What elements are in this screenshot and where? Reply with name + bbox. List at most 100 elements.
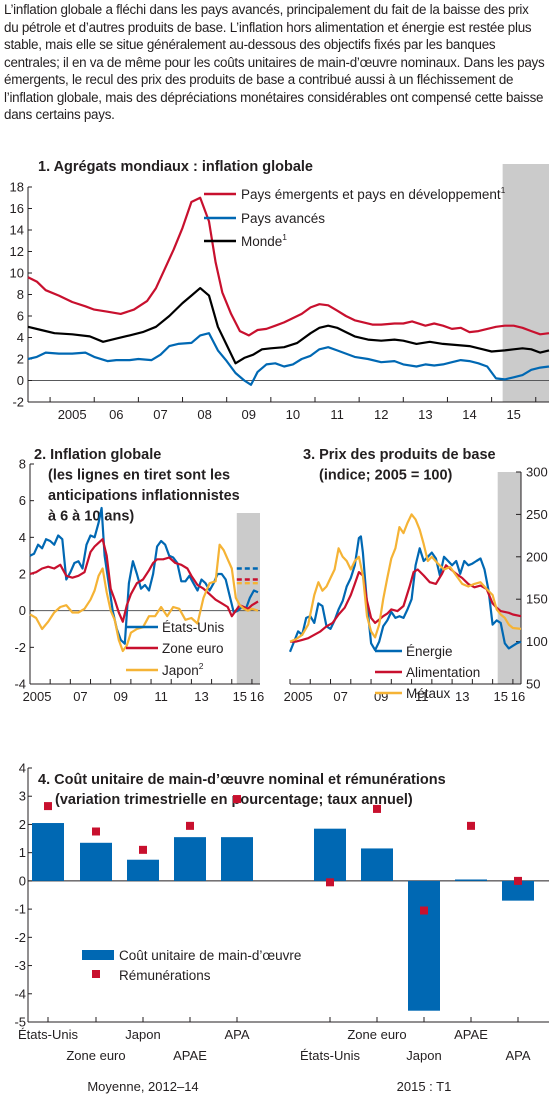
panel4-category-label: États-Unis <box>300 1048 360 1063</box>
panel4-category-label: États-Unis <box>18 1027 78 1042</box>
panel1-x-tick-label: 10 <box>286 407 300 422</box>
panel4-category-label: Zone euro <box>66 1048 125 1063</box>
panel4-legend-swatch-marker <box>92 970 100 978</box>
panel2-y-tick-label: -4 <box>14 677 26 692</box>
panel1-x-tick-label: 12 <box>374 407 388 422</box>
panel4-y-tick-label: 0 <box>19 873 26 888</box>
panel4-legend-label: Coût unitaire de main-d’œuvre <box>119 948 301 963</box>
panel2-x-tick-label: 09 <box>114 689 128 704</box>
panel3-y-tick-label: 150 <box>526 592 548 607</box>
panel1-y-tick-label: 10 <box>10 266 24 281</box>
panel3-series-orange <box>289 513 522 643</box>
intro-paragraph: L’inflation globale a fléchi dans les pa… <box>4 2 545 122</box>
panel4-bar <box>127 859 159 881</box>
panel2-legend-label-footnote: 2 <box>199 661 204 671</box>
panel3-legend-label: Énergie <box>406 644 453 659</box>
panel4-marker <box>326 878 334 887</box>
panel1-y-tick-label: 16 <box>10 201 24 216</box>
panel1-y-tick-label: 0 <box>17 373 24 388</box>
panel4-y-tick-label: 2 <box>19 817 26 832</box>
panel1-x-tick-label: 06 <box>109 407 123 422</box>
panel2-y-tick-label: 6 <box>19 493 26 508</box>
panel4-y-tick-label: -5 <box>14 1015 26 1030</box>
panel3-series-blue <box>288 535 522 653</box>
panel2-series-red <box>29 538 259 623</box>
panel2-x-tick-label: 16 <box>250 689 264 704</box>
panel2-legend-label: États-Unis <box>162 620 225 635</box>
panel4-marker <box>373 804 381 813</box>
panel4-y-tick-label: -1 <box>14 902 26 917</box>
panel4-marker <box>186 821 194 830</box>
panel4-bar <box>408 880 440 1011</box>
panel3-y-tick-label: 100 <box>526 634 548 649</box>
panel1-legend-label-footnote: 1 <box>282 232 287 242</box>
panel4-marker <box>44 802 52 811</box>
panel2-title-line: 2. Inflation globale <box>34 447 161 463</box>
panel4-bar <box>32 823 64 881</box>
panel4-category-label: APA <box>505 1048 530 1063</box>
panel1-y-tick-label: 2 <box>17 352 24 367</box>
panel1-x-tick-label: 2005 <box>58 407 87 422</box>
panel4-marker <box>467 821 475 830</box>
panel1-x-tick-label: 15 <box>506 407 520 422</box>
panel1-y-tick-label: 14 <box>10 223 24 238</box>
panel2-x-tick-label: 2005 <box>23 689 52 704</box>
panel4-legend-label: Rémunérations <box>119 968 211 983</box>
panel1-x-tick-label: 07 <box>153 407 167 422</box>
panel3-x-tick-label: 2005 <box>284 689 313 704</box>
panel4-category-label: APAE <box>173 1048 207 1063</box>
panel2-x-tick-label: 11 <box>154 689 168 704</box>
panel2-y-tick-label: 0 <box>19 603 26 618</box>
panel3-y-tick-label: 50 <box>526 677 540 692</box>
panel2-y-tick-label: -2 <box>14 640 26 655</box>
panel4-category-label: Japon <box>406 1048 441 1063</box>
panel4-marker <box>233 795 241 804</box>
panel4-category-label: APA <box>224 1027 249 1042</box>
panel2-x-tick-label: 13 <box>194 689 208 704</box>
panel3-y-tick-label: 250 <box>526 507 548 522</box>
panel2-title-line: anticipations inflationnistes <box>48 488 240 504</box>
panel3-x-tick-label: 13 <box>455 689 469 704</box>
panel4-title-line: 4. Coût unitaire de main-d’œuvre nominal… <box>38 772 446 788</box>
panel3-x-tick-label: 09 <box>374 689 388 704</box>
panel4-group-label: 2015 : T1 <box>397 1079 452 1094</box>
panel1-x-tick-label: 09 <box>242 407 256 422</box>
panel1-legend-label-footnote: 1 <box>501 185 506 195</box>
panel1-series-red <box>27 196 550 337</box>
panel4-legend-swatch-bar <box>82 950 114 960</box>
panel4-bar <box>174 837 206 881</box>
panel1-x-tick-label: 14 <box>462 407 476 422</box>
panel4-y-tick-label: -3 <box>14 958 26 973</box>
panel3-projection-shading <box>497 472 521 684</box>
panel4-category-label: APAE <box>454 1027 488 1042</box>
panel4-bar <box>455 879 487 881</box>
panel4-y-tick-label: 3 <box>19 789 26 804</box>
panel4-group-label: Moyenne, 2012–14 <box>87 1079 198 1094</box>
panel3-y-tick-label: 200 <box>526 549 548 564</box>
panel4-bar <box>221 837 253 881</box>
panel1-legend-label: Monde1 <box>241 232 287 249</box>
panel4-y-tick-label: -4 <box>14 986 26 1001</box>
panel3-legend-label: Alimentation <box>406 665 480 680</box>
panel2-x-tick-label: 15 <box>233 689 247 704</box>
panel4-marker <box>139 845 147 854</box>
panel3-legend-label: Métaux <box>406 686 451 701</box>
panel4-bar <box>361 848 393 881</box>
panel4-marker <box>92 827 100 836</box>
panel4-category-label: Zone euro <box>347 1027 406 1042</box>
panel2-legend-label: Zone euro <box>162 641 224 656</box>
panel4-bar <box>80 842 112 881</box>
panel3-title-line: (indice; 2005 = 100) <box>319 468 453 484</box>
panel3-x-tick-label: 15 <box>494 689 508 704</box>
panel4-marker <box>420 906 428 915</box>
panel3-x-tick-label: 16 <box>511 689 525 704</box>
panel1-y-tick-label: 6 <box>17 309 24 324</box>
panel4-y-tick-label: -2 <box>14 930 26 945</box>
panel4-bar <box>314 828 346 881</box>
panel4-bar <box>502 880 534 901</box>
panel1-x-tick-label: 11 <box>330 407 344 422</box>
panel4-y-tick-label: 4 <box>19 761 26 776</box>
panel2-title-line: (les lignes en tiret sont les <box>48 468 230 484</box>
panel1-y-tick-label: -2 <box>12 395 24 410</box>
